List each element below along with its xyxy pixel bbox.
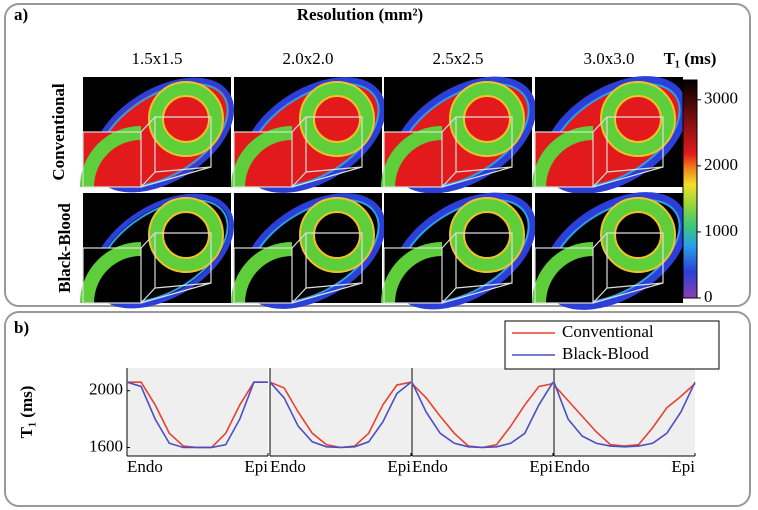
y-axis-label: T₁ (ms) (17, 386, 36, 439)
x-tick-label: Endo (554, 457, 590, 476)
legend-label: Conventional (562, 322, 654, 341)
inset-ring (231, 242, 293, 304)
inset-frame (383, 131, 443, 188)
plot-area (554, 368, 695, 456)
panel-title: Resolution (mm²) (297, 5, 423, 24)
ring-edge (299, 197, 375, 273)
legend-label: Black-Blood (562, 344, 649, 363)
map-image (80, 193, 235, 309)
inset-frame (82, 247, 142, 304)
ring-edge (600, 81, 676, 157)
panel-label: a) (14, 5, 28, 24)
ring-edge (313, 95, 361, 143)
inset-ring (381, 126, 443, 188)
ring (300, 82, 374, 156)
ring (601, 82, 675, 156)
map-image (80, 77, 235, 193)
inset-frame (233, 131, 293, 188)
inset-box (592, 116, 664, 188)
map-image (532, 76, 688, 194)
inset-box (441, 116, 513, 188)
inset-box (291, 232, 363, 304)
ring (300, 198, 374, 272)
ring (149, 82, 223, 156)
ring (149, 198, 223, 272)
ring (450, 82, 524, 156)
ring-edge (162, 211, 210, 259)
series-line (126, 381, 268, 449)
series-line (553, 381, 696, 448)
colorbar-tick-label: 1000 (704, 221, 738, 240)
ring-edge (162, 95, 210, 143)
ring-edge (614, 95, 662, 143)
colorbar-tick-label: 0 (704, 287, 713, 306)
map-image (231, 77, 386, 193)
inset-frame (383, 247, 443, 304)
column-label: 2.5x2.5 (433, 49, 484, 68)
inset-frame (233, 247, 293, 304)
column-label: 2.0x2.0 (283, 49, 334, 68)
inset-ring (80, 126, 142, 188)
plot-area (127, 368, 268, 456)
inset-box (291, 116, 363, 188)
inset-ring (381, 242, 443, 304)
inset-ring (231, 126, 293, 188)
inset-frame (82, 131, 142, 188)
inset-box (441, 232, 513, 304)
x-tick-label: Epi (244, 457, 268, 476)
ring (601, 198, 675, 272)
ring-edge (148, 81, 224, 157)
colorbar (682, 79, 698, 299)
ring-edge (449, 81, 525, 157)
row-label: Conventional (49, 83, 68, 181)
x-tick-label: Epi (387, 457, 411, 476)
ring-edge (148, 197, 224, 273)
panel-b-frame (4, 311, 751, 507)
plot-area (412, 368, 553, 456)
series-line (269, 381, 412, 449)
ring-edge (463, 211, 511, 259)
map-image (231, 193, 386, 309)
x-tick-label: Epi (529, 457, 553, 476)
inset-frame (534, 131, 594, 188)
x-tick-label: Endo (270, 457, 306, 476)
panel-a-frame (4, 3, 751, 307)
x-tick-label: Endo (412, 457, 448, 476)
y-tick-label: 1600 (89, 436, 123, 455)
colorbar-tick-label: 2000 (704, 155, 738, 174)
ring-edge (600, 197, 676, 273)
y-tick-label: 2000 (89, 380, 123, 399)
legend (504, 320, 720, 370)
ring-edge (299, 81, 375, 157)
inset-box (592, 232, 664, 304)
inset-ring (532, 242, 594, 304)
inset-frame (534, 247, 594, 304)
inset-box (140, 116, 212, 188)
x-tick-label: Endo (127, 457, 163, 476)
colorbar-title: T₁ (ms) (664, 49, 717, 68)
map-image (381, 76, 537, 194)
ring (450, 198, 524, 272)
column-label: 3.0x3.0 (584, 49, 635, 68)
series-line (411, 381, 554, 449)
inset-ring (80, 242, 142, 304)
ring-edge (614, 211, 662, 259)
row-label: Black-Blood (55, 203, 74, 293)
map-image (532, 192, 688, 310)
inset-box (140, 232, 212, 304)
ring-edge (463, 95, 511, 143)
ring-edge (449, 197, 525, 273)
colorbar-tick-label: 3000 (704, 89, 738, 108)
column-label: 1.5x1.5 (132, 49, 183, 68)
inset-ring (532, 126, 594, 188)
x-tick-label: Epi (671, 457, 695, 476)
ring-edge (313, 211, 361, 259)
map-image (381, 192, 537, 310)
panel-label: b) (14, 318, 29, 337)
